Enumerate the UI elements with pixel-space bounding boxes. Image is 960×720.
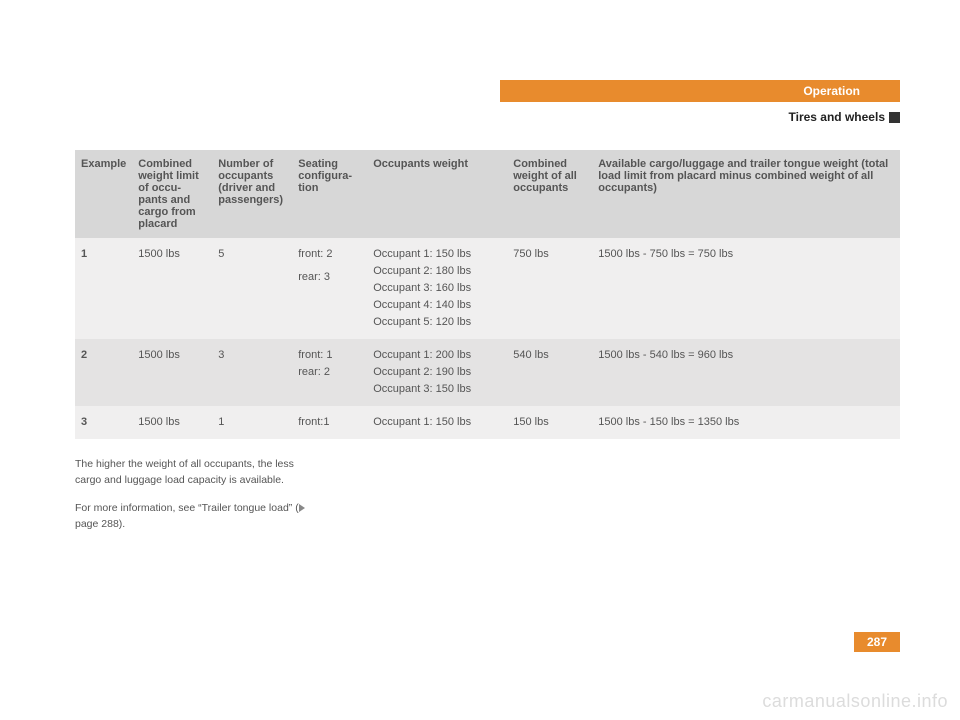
cell-seating: front:1 xyxy=(292,406,367,439)
p2-part-b: page 288). xyxy=(75,518,125,530)
cell-example: 1 xyxy=(75,238,132,339)
watermark: carmanualsonline.info xyxy=(762,691,948,712)
seat-rear: rear: 3 xyxy=(298,269,361,286)
body-text: The higher the weight of all occupants, … xyxy=(75,457,315,532)
seat-front: front: 1 xyxy=(298,347,361,364)
triangle-ref-icon xyxy=(299,504,305,512)
cell-limit: 1500 lbs xyxy=(132,238,212,339)
table-body: 1 1500 lbs 5 front: 2 rear: 3 Occupant 1… xyxy=(75,238,900,439)
paragraph-2: For more information, see “Trailer tongu… xyxy=(75,501,315,533)
table-row: 2 1500 lbs 3 front: 1 rear: 2 Occupant 1… xyxy=(75,339,900,406)
cell-num: 1 xyxy=(212,406,292,439)
subsection-title: Tires and wheels xyxy=(789,110,886,124)
cell-available: 1500 lbs - 750 lbs = 750 lbs xyxy=(592,238,900,339)
col-combined-limit: Combined weight limit of occu­pants and … xyxy=(132,150,212,238)
cell-seating: front: 2 rear: 3 xyxy=(292,238,367,339)
table-header-row: Example Combined weight limit of occu­pa… xyxy=(75,150,900,238)
paragraph-1: The higher the weight of all occupants, … xyxy=(75,457,315,489)
col-available: Available cargo/luggage and trailer tong… xyxy=(592,150,900,238)
subsection-header: Tires and wheels xyxy=(789,110,901,124)
seat-front: front:1 xyxy=(298,414,361,431)
cell-combined: 150 lbs xyxy=(507,406,592,439)
col-seating: Seating configura­tion xyxy=(292,150,367,238)
col-combined-weight: Combined weight of all occupants xyxy=(507,150,592,238)
cell-combined: 540 lbs xyxy=(507,339,592,406)
section-title: Operation xyxy=(803,84,860,98)
load-capacity-table: Example Combined weight limit of occu­pa… xyxy=(75,150,900,439)
cell-example: 3 xyxy=(75,406,132,439)
cell-limit: 1500 lbs xyxy=(132,406,212,439)
cell-combined: 750 lbs xyxy=(507,238,592,339)
col-occ-weight: Occupants weight xyxy=(367,150,507,238)
seat-front: front: 2 xyxy=(298,246,361,263)
page-content: Example Combined weight limit of occu­pa… xyxy=(75,150,900,544)
cell-occ: Occupant 1: 200 lbs Occupant 2: 190 lbs … xyxy=(367,339,507,406)
col-num-occupants: Number of occupants (driver and passenge… xyxy=(212,150,292,238)
table-row: 1 1500 lbs 5 front: 2 rear: 3 Occupant 1… xyxy=(75,238,900,339)
cell-limit: 1500 lbs xyxy=(132,339,212,406)
square-marker-icon xyxy=(889,112,900,123)
cell-seating: front: 1 rear: 2 xyxy=(292,339,367,406)
col-example: Example xyxy=(75,150,132,238)
p2-part-a: For more information, see “Trailer tongu… xyxy=(75,502,299,514)
cell-example: 2 xyxy=(75,339,132,406)
seat-rear: rear: 2 xyxy=(298,364,361,381)
page-number: 287 xyxy=(854,632,900,652)
table-row: 3 1500 lbs 1 front:1 Occupant 1: 150 lbs… xyxy=(75,406,900,439)
cell-occ: Occupant 1: 150 lbs xyxy=(367,406,507,439)
cell-num: 3 xyxy=(212,339,292,406)
cell-num: 5 xyxy=(212,238,292,339)
cell-available: 1500 lbs - 540 lbs = 960 lbs xyxy=(592,339,900,406)
section-header: Operation xyxy=(500,80,900,102)
cell-available: 1500 lbs - 150 lbs = 1350 lbs xyxy=(592,406,900,439)
cell-occ: Occupant 1: 150 lbs Occupant 2: 180 lbs … xyxy=(367,238,507,339)
